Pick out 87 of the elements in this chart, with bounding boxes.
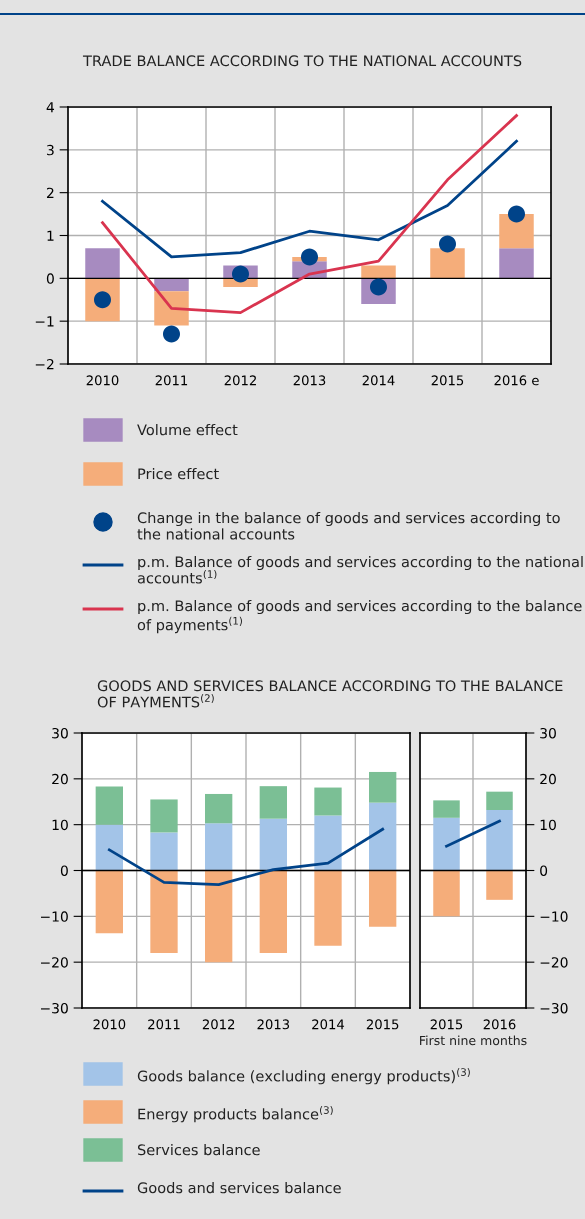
x-tick-label: 2015 (430, 1019, 463, 1030)
x-tick-label: 2011 (148, 1019, 180, 1030)
legend-label: Goods balance (excluding energy products)$^{(3)}$ (137, 1068, 470, 1085)
point (231, 265, 250, 283)
x-tick-label: 2016 e (494, 375, 539, 386)
bar (433, 800, 460, 818)
y-tick-label: −30 (40, 1002, 68, 1014)
x-tick-label: 2015 (431, 375, 464, 386)
bar (205, 793, 233, 824)
point (162, 325, 181, 343)
bar (154, 291, 189, 326)
x-tick-label: 2012 (202, 1019, 235, 1030)
bar (95, 824, 123, 871)
chart-title: TRADE BALANCE ACCORDING TO THE NATIONAL ACCOUNTS (82, 55, 522, 67)
y-tick-label: −30 (540, 1002, 568, 1014)
y-tick-label: −20 (540, 957, 568, 968)
x-tick-label: 2012 (224, 375, 256, 386)
point (438, 235, 457, 253)
bar (369, 802, 397, 871)
bar (154, 278, 189, 292)
y-tick-label: 1 (47, 230, 54, 241)
bar (430, 248, 465, 279)
x-tick-label: 2016 (483, 1019, 516, 1030)
legend-label: p.m. Balance of goods and services according to the balance of payments$^{(1)}$ (137, 600, 582, 634)
bar (486, 870, 513, 900)
bar (259, 818, 287, 871)
bar (314, 815, 342, 871)
point (507, 205, 526, 223)
bar (486, 791, 513, 810)
point (300, 248, 319, 266)
x-tick-label: 2010 (93, 1019, 126, 1030)
y-tick-label: 20 (52, 773, 68, 785)
legend-label: Services balance (137, 1144, 260, 1156)
y-tick-label: 10 (540, 819, 556, 831)
bar (433, 817, 460, 871)
y-tick-label: 2 (46, 187, 54, 198)
bar (369, 870, 397, 927)
y-tick-label: 0 (60, 865, 68, 876)
bar (150, 832, 178, 871)
y-tick-label: −1 (35, 316, 54, 327)
text: First nine months (420, 1035, 527, 1046)
bar (314, 870, 342, 946)
x-tick-label: 2011 (155, 375, 188, 386)
y-tick-label: −20 (40, 957, 68, 968)
y-tick-label: 4 (46, 102, 55, 113)
bar (205, 823, 233, 871)
bar (259, 786, 287, 819)
legend-label: p.m. Balance of goods and services according to the national accounts$^{(1)}$ (137, 556, 583, 584)
x-tick-label: 2013 (257, 1019, 290, 1030)
legend-label: Goods and services balance (137, 1182, 341, 1194)
x-tick-label: 2013 (293, 375, 326, 386)
y-tick-label: 0 (540, 865, 548, 876)
bar (369, 771, 397, 803)
line-series (107, 827, 385, 887)
legend-label: Volume effect (137, 424, 238, 436)
bar (433, 870, 460, 917)
bar (314, 787, 342, 816)
bar (95, 786, 123, 825)
legend-label: Energy products balance$^{(3)}$ (138, 1106, 333, 1123)
y-tick-label: 0 (46, 273, 54, 284)
bar (150, 799, 178, 833)
x-tick-label: 2014 (362, 375, 395, 386)
y-tick-label: −10 (540, 911, 568, 922)
y-tick-label: 10 (52, 819, 68, 831)
y-tick-label: 30 (52, 727, 68, 739)
bar (499, 214, 534, 249)
y-tick-label: 20 (540, 773, 556, 785)
y-tick-label: −10 (40, 911, 68, 922)
y-tick-label: −2 (35, 358, 54, 370)
x-tick-label: 2015 (366, 1019, 399, 1030)
line-series (101, 139, 518, 259)
bar (150, 870, 178, 953)
chart-title: GOODS AND SERVICES BALANCE ACCORDING TO THE BALANCE OF PAYMENTS$^{(2)}$ (97, 680, 563, 708)
bar (259, 870, 287, 953)
x-tick-label: 2014 (312, 1019, 345, 1030)
bar (95, 870, 123, 934)
bar (499, 248, 534, 279)
line-series (101, 114, 518, 314)
legend-label: Price effect (138, 468, 219, 480)
bar (486, 810, 513, 871)
y-tick-label: 3 (47, 144, 54, 156)
bar (205, 870, 233, 963)
bar (361, 265, 396, 279)
bar (85, 248, 120, 279)
legend-label: Change in the balance of goods and services according to the national accounts (137, 512, 560, 540)
y-tick-label: 30 (540, 727, 556, 739)
x-tick-label: 2010 (86, 375, 119, 386)
